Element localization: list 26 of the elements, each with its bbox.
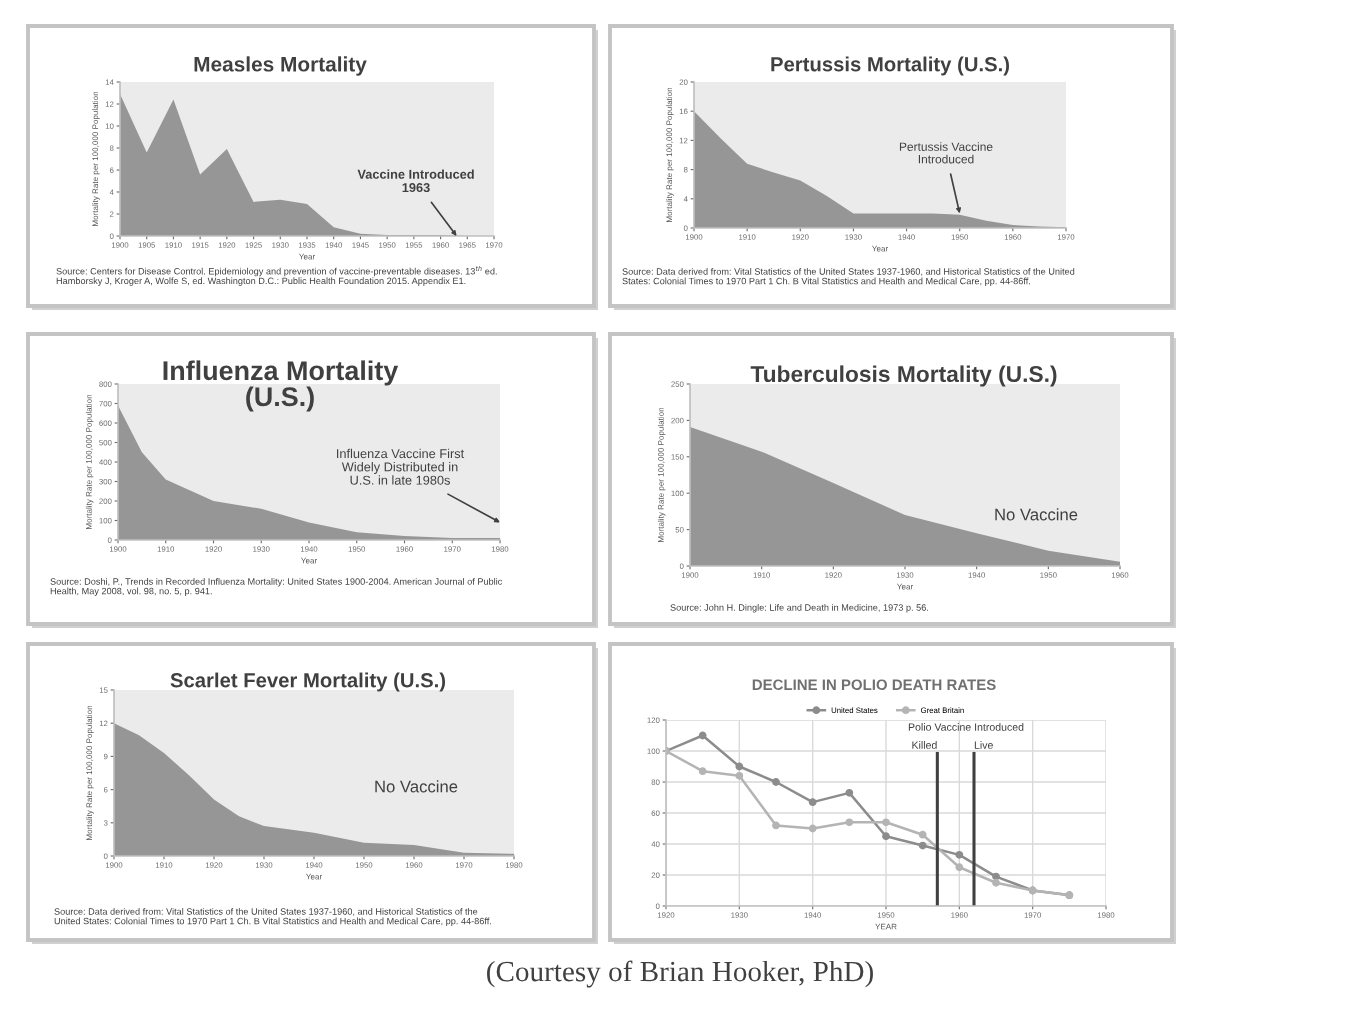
annotation: No Vaccine (995, 508, 1078, 521)
point (735, 762, 744, 771)
point (918, 830, 927, 839)
point (698, 767, 707, 776)
text: (Courtesy of Brian Hooker, PhD) (487, 960, 873, 988)
chart-title: Tuberculosis Mortality (U.S.) (750, 365, 1057, 387)
point (772, 821, 780, 830)
chart-title: Measles Mortality (194, 56, 367, 76)
point (882, 832, 890, 841)
point (955, 850, 964, 859)
point (992, 872, 1000, 881)
point (918, 841, 927, 850)
point (955, 863, 964, 872)
point (992, 878, 1000, 887)
chart-title: Influenza Mortality (U.S.) (163, 360, 399, 412)
point (845, 788, 854, 797)
point (772, 778, 780, 786)
point (808, 824, 817, 833)
chart-title: Pertussis Mortality (U.S.) (771, 56, 1009, 76)
point (808, 798, 817, 807)
point (845, 818, 854, 827)
point (882, 818, 890, 827)
point (735, 771, 744, 780)
chart-title: Scarlet Fever Mortality (U.S.) (170, 672, 446, 692)
annotation: No Vaccine (375, 780, 458, 793)
point (698, 731, 707, 740)
